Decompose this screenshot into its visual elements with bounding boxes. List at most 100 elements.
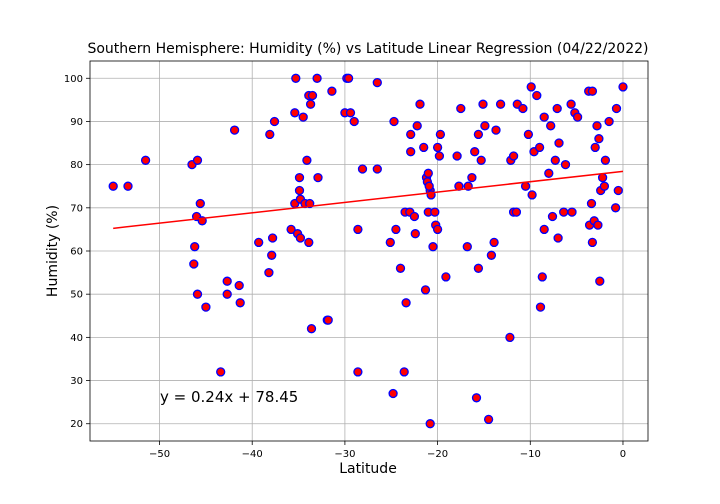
data-point (399, 367, 409, 377)
data-point (189, 259, 199, 269)
data-point (395, 263, 406, 273)
data-point (140, 155, 151, 165)
data-point (406, 147, 416, 157)
data-point (423, 168, 433, 178)
data-point (372, 77, 382, 88)
data-point (508, 151, 519, 161)
data-point (430, 207, 440, 217)
data-point (486, 250, 497, 260)
data-point (420, 285, 431, 295)
regression-line (113, 170, 624, 230)
data-point (312, 73, 322, 83)
data-point (269, 116, 280, 127)
data-point (534, 142, 545, 153)
data-point (313, 172, 323, 183)
data-point (389, 116, 399, 127)
data-point (195, 198, 205, 209)
data-point (327, 86, 337, 96)
y-axis-label: Humidity (%) (45, 205, 61, 297)
data-point (267, 233, 278, 243)
data-point (286, 224, 296, 235)
data-point (462, 242, 472, 252)
chart-title: Southern Hemisphere: Humidity (%) vs Lat… (87, 41, 648, 57)
y-tick-label: 40 (70, 333, 83, 344)
data-point (388, 388, 398, 399)
data-point (108, 181, 118, 191)
data-point (567, 207, 577, 217)
data-point (511, 207, 522, 217)
data-point (476, 155, 486, 165)
data-point (235, 298, 245, 308)
data-point (470, 147, 480, 157)
data-point (592, 121, 602, 131)
data-point (594, 134, 604, 144)
data-point (428, 242, 438, 252)
data-point (401, 298, 411, 308)
data-point (353, 367, 363, 377)
data-point (550, 155, 560, 165)
data-point (298, 112, 308, 122)
data-point (432, 142, 443, 153)
x-tick-label: −50 (149, 449, 170, 460)
data-point (520, 181, 531, 191)
data-point (216, 367, 226, 377)
x-tick-label: −30 (334, 449, 355, 460)
data-point (290, 108, 300, 118)
y-tick-label: 70 (70, 203, 83, 214)
data-point (357, 164, 368, 174)
data-point (535, 302, 546, 312)
data-point (518, 103, 528, 114)
data-point (306, 324, 317, 334)
data-point (526, 82, 536, 92)
data-point (600, 155, 611, 165)
regression-line-path (113, 170, 624, 230)
data-point (618, 82, 628, 92)
y-tick-label: 60 (70, 247, 83, 258)
data-point (473, 129, 484, 140)
data-point (441, 272, 451, 282)
data-point (572, 112, 583, 122)
y-tick-label: 90 (70, 117, 83, 128)
data-point (410, 229, 420, 239)
data-point (559, 207, 569, 217)
data-point (456, 103, 466, 114)
data-point (192, 289, 203, 299)
y-tick-label: 80 (70, 160, 83, 171)
data-point (483, 414, 494, 425)
data-point (495, 99, 506, 109)
data-point (409, 211, 420, 222)
data-point (222, 276, 232, 286)
data-point (190, 242, 200, 252)
data-point (265, 129, 275, 140)
data-point (532, 90, 542, 101)
data-point (254, 237, 264, 248)
data-point (349, 116, 359, 127)
data-point (234, 280, 244, 291)
data-point (554, 138, 564, 148)
data-point (353, 224, 363, 235)
data-point (523, 129, 534, 140)
data-point (302, 155, 312, 165)
data-point (471, 393, 482, 403)
plot-frame (89, 60, 649, 442)
grid-lines (90, 61, 648, 441)
data-point (294, 172, 305, 183)
data-point (345, 108, 356, 118)
data-point (544, 168, 554, 178)
regression-equation: y = 0.24x + 78.45 (160, 388, 298, 406)
data-point (391, 224, 401, 235)
data-point (434, 151, 445, 161)
data-point (611, 103, 622, 114)
data-point (527, 190, 537, 200)
data-point (372, 164, 382, 174)
data-point (424, 181, 434, 191)
data-point (435, 129, 446, 140)
data-point (415, 99, 425, 109)
data-point (539, 112, 549, 122)
data-point (229, 125, 240, 135)
data-point (291, 73, 301, 83)
data-point (323, 315, 333, 325)
data-point (587, 86, 598, 96)
data-point (505, 332, 515, 343)
data-point (406, 129, 416, 140)
